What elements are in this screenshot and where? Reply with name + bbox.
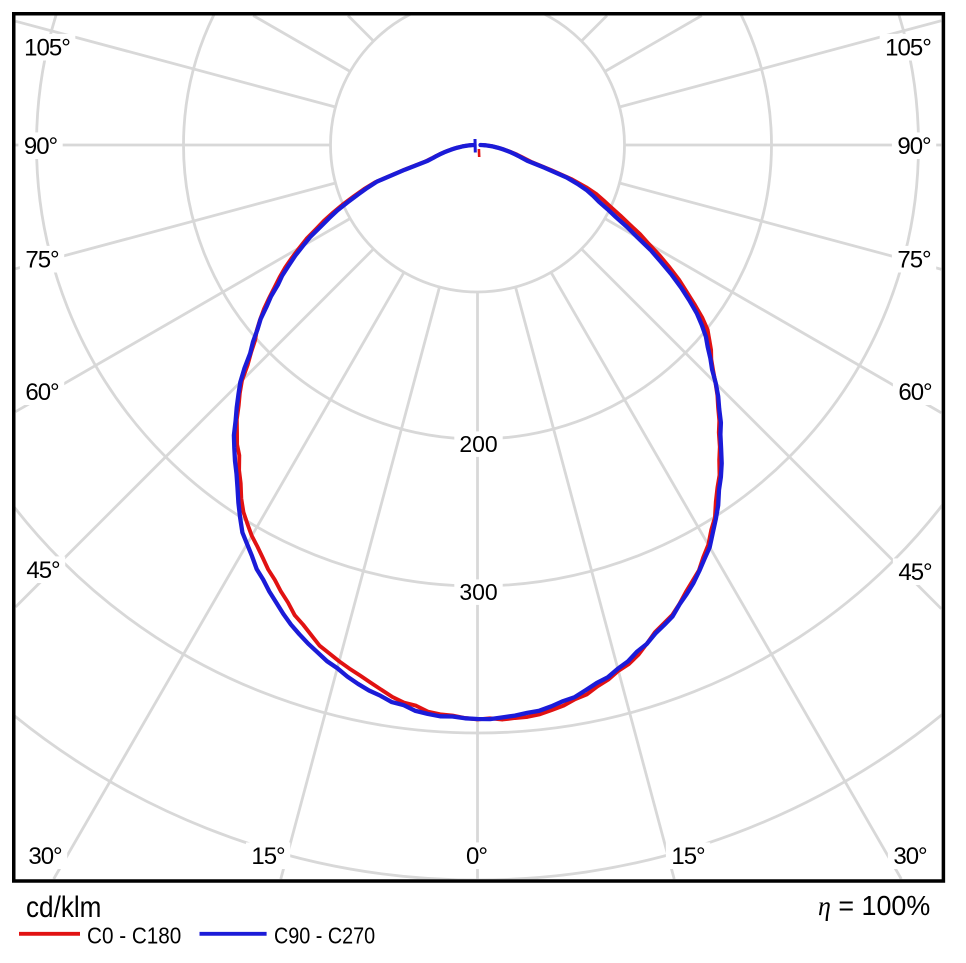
svg-text:15°: 15°: [251, 843, 285, 870]
svg-text:30°: 30°: [28, 843, 62, 870]
svg-text:15°: 15°: [671, 843, 705, 870]
svg-text:75°: 75°: [897, 247, 931, 274]
svg-text:105°: 105°: [885, 35, 931, 62]
svg-text:90°: 90°: [24, 133, 58, 160]
svg-text:60°: 60°: [25, 379, 59, 406]
svg-text:105°: 105°: [24, 35, 70, 62]
svg-text:200: 200: [459, 431, 497, 457]
svg-text:C0 - C180: C0 - C180: [87, 922, 181, 948]
svg-text:90°: 90°: [897, 133, 931, 160]
svg-text:60°: 60°: [898, 379, 932, 406]
svg-text:45°: 45°: [26, 557, 60, 584]
svg-text:45°: 45°: [898, 559, 932, 586]
svg-text:75°: 75°: [25, 247, 59, 274]
svg-text:300: 300: [459, 579, 497, 605]
svg-text:30°: 30°: [893, 843, 927, 870]
svg-text:C90 - C270: C90 - C270: [274, 923, 375, 949]
svg-text:0°: 0°: [466, 843, 487, 870]
